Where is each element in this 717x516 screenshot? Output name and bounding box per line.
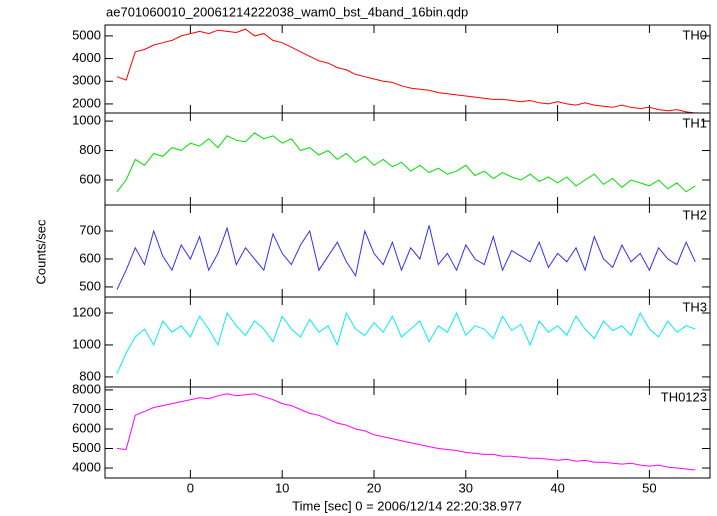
light-curve (116, 132, 696, 193)
x-tick-label: 0 (187, 480, 194, 495)
y-tick-label: 1200 (72, 304, 101, 319)
y-tick-label: 3000 (72, 73, 101, 88)
y-tick-label: 800 (79, 368, 101, 383)
panel-frame (104, 112, 711, 206)
x-tick-label: 30 (459, 480, 473, 495)
chart-title: ae701060010_20061214222038_wam0_bst_4ban… (106, 4, 468, 19)
light-curve (116, 393, 696, 471)
panel-frame (104, 386, 711, 479)
panel-label: TH1 (682, 115, 707, 130)
x-axis-label: Time [sec] 0 = 2006/12/14 22:20:38.977 (292, 498, 522, 513)
y-tick-label: 2000 (72, 95, 101, 110)
y-tick-label: 500 (79, 278, 101, 293)
y-tick-label: 600 (79, 171, 101, 186)
y-tick-label: 700 (79, 222, 101, 237)
panel-label: TH0 (682, 27, 707, 42)
y-tick-label: 8000 (72, 381, 101, 396)
y-tick-label: 4000 (72, 50, 101, 65)
y-tick-label: 6000 (72, 420, 101, 435)
x-tick-label: 10 (275, 480, 289, 495)
y-tick-label: 7000 (72, 401, 101, 416)
y-tick-label: 1000 (72, 113, 101, 128)
y-tick-label: 5000 (72, 440, 101, 455)
panel-label: TH3 (682, 299, 707, 314)
y-axis-label: Counts/sec (33, 219, 48, 285)
x-tick-label: 40 (550, 480, 564, 495)
y-tick-label: 600 (79, 250, 101, 265)
panel-frame (104, 24, 711, 114)
y-tick-label: 1000 (72, 336, 101, 351)
light-curve (116, 28, 696, 114)
light-curve (116, 311, 696, 374)
y-tick-label: 5000 (72, 27, 101, 42)
panel-label: TH0123 (661, 389, 707, 404)
x-tick-label: 50 (642, 480, 656, 495)
panel-frame (104, 296, 711, 388)
y-tick-label: 800 (79, 142, 101, 157)
y-tick-label: 4000 (72, 459, 101, 474)
x-tick-label: 20 (367, 480, 381, 495)
light-curve (116, 225, 696, 290)
panel-label: TH2 (682, 207, 707, 222)
